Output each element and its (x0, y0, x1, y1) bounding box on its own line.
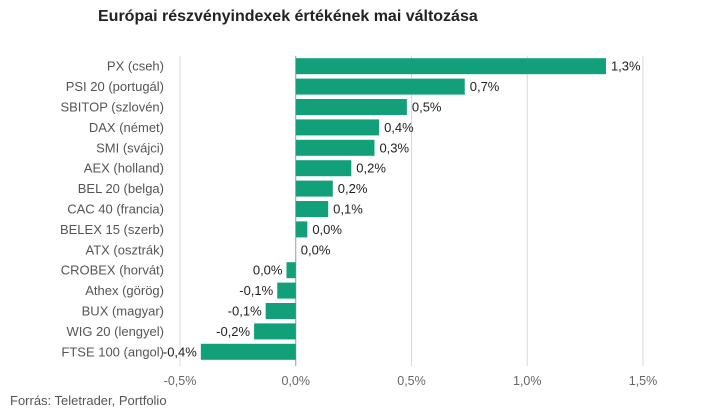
category-label: DAX (német) (89, 120, 164, 135)
category-label: SMI (svájci) (96, 140, 164, 155)
value-label: 0,4% (384, 120, 414, 135)
bar (254, 323, 296, 340)
value-label: 0,7% (470, 79, 500, 94)
bar (295, 58, 606, 75)
category-label: AEX (holland) (84, 161, 164, 176)
bar (295, 221, 308, 238)
x-tick-label: 0,5% (397, 374, 426, 388)
value-label: 0,0% (301, 242, 331, 257)
category-label: WIG 20 (lengyel) (66, 324, 164, 339)
category-label: SBITOP (szlovén) (60, 100, 164, 115)
category-label: PSI 20 (portugál) (66, 79, 164, 94)
bar (295, 180, 333, 197)
bar-chart: -0,5% 0,0% 0,5% 1,0% 1,5% PX (cseh) 1,3% PSI 20… (60, 56, 658, 388)
value-label: -0,1% (228, 304, 262, 319)
bar (265, 303, 296, 319)
chart-title: Európai részvényindexek értékének mai vá… (98, 8, 478, 25)
value-label: 0,1% (333, 202, 363, 217)
x-tick-label: 1,5% (629, 374, 658, 388)
bar (295, 160, 352, 177)
category-label: PX (cseh) (107, 59, 164, 74)
value-label: -0,1% (239, 283, 273, 298)
bar (295, 139, 375, 156)
x-tick-label: 1,0% (513, 374, 542, 388)
value-label: -0,2% (216, 324, 250, 339)
value-label: -0,4% (163, 344, 197, 359)
value-label: 0,2% (338, 181, 368, 196)
source-note: Forrás: Teletrader, Portfolio (10, 393, 167, 408)
bar (200, 343, 296, 360)
category-label: CAC 40 (francia) (67, 202, 164, 217)
value-label: 0,3% (379, 140, 409, 155)
bar (295, 99, 407, 115)
category-label: CROBEX (horvát) (61, 263, 164, 278)
category-label: BUX (magyar) (82, 304, 164, 319)
value-label: 0,5% (412, 100, 442, 115)
value-label: 0,2% (356, 161, 386, 176)
category-label: Athex (görög) (85, 283, 164, 298)
bar (295, 119, 380, 136)
category-label: BEL 20 (belga) (78, 181, 164, 196)
bar (286, 262, 296, 279)
value-label: 0,0% (253, 263, 283, 278)
category-label: ATX (osztrák) (86, 242, 165, 257)
category-label: FTSE 100 (angol) (61, 344, 164, 359)
x-tick-label: -0,5% (164, 374, 197, 388)
bar (277, 282, 296, 299)
value-label: 0,0% (312, 222, 342, 237)
bar (295, 78, 465, 95)
x-tick-label: 0,0% (282, 374, 311, 388)
value-label: 1,3% (611, 59, 641, 74)
category-label: BELEX 15 (szerb) (60, 222, 164, 237)
bar (295, 201, 329, 217)
